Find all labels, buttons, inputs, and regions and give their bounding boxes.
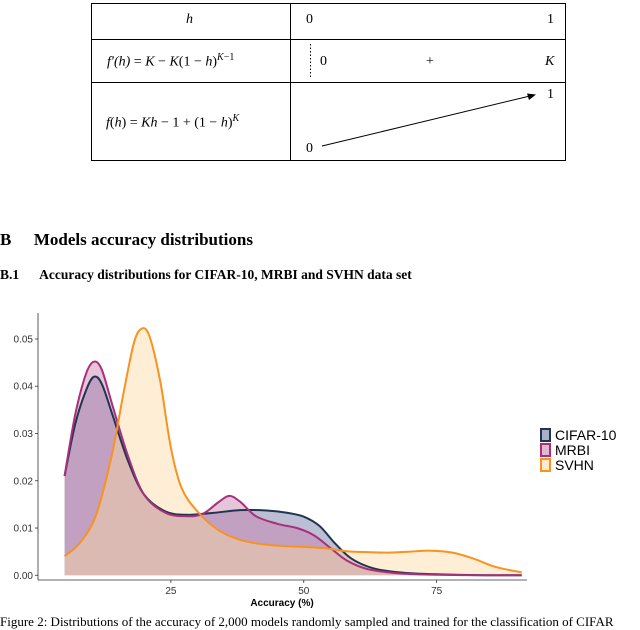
- section-title: Models accuracy distributions: [33, 230, 253, 249]
- table-derivative-value-zero: 0: [320, 54, 327, 69]
- density-line-cifar-10: [63, 375, 522, 577]
- y-tick-label: 0.02: [14, 476, 34, 487]
- x-tick-label: 25: [165, 586, 177, 597]
- table-h-value-0: 0: [306, 12, 313, 27]
- chart-axes: 0.00 0.01 0.02 0.03 0.04 0.05 25 50 75: [14, 313, 527, 597]
- y-tick-label: 0.05: [14, 334, 34, 345]
- subsection-title: Accuracy distributions for CIFAR-10, MRB…: [39, 267, 412, 282]
- y-tick-label: 0.03: [14, 429, 34, 440]
- subsection-heading: B.1 Accuracy distributions for CIFAR-10,…: [0, 267, 412, 283]
- x-axis-label: Accuracy (%): [250, 598, 313, 609]
- y-tick-label: 0.01: [14, 524, 34, 535]
- legend-key-mrbi: [540, 443, 551, 457]
- y-tick-label: 0.00: [14, 571, 34, 582]
- variation-table-grid: [91, 3, 566, 161]
- density-fills: [64, 328, 522, 576]
- x-tick-label: 75: [431, 586, 443, 597]
- density-line-svhn: [63, 327, 522, 574]
- legend-label-mrbi: MRBI: [555, 442, 590, 458]
- table-row-function-label: f(h) = Kh − 1 + (1 − h)K: [106, 113, 240, 131]
- y-tick-label: 0.04: [14, 382, 34, 393]
- table-row-derivative-label: f′(h) = K − K(1 − h)K−1: [107, 52, 235, 70]
- table-derivative-sign: +: [426, 54, 434, 69]
- table-function-value-1: 1: [547, 87, 554, 102]
- table-derivative-value-k: K: [545, 54, 555, 69]
- table-h-value-1: 1: [547, 12, 554, 27]
- table-row-h-label: h: [186, 12, 193, 27]
- section-number: B: [0, 230, 12, 249]
- legend-label-svhn: SVHN: [555, 457, 594, 473]
- increasing-arrow: [321, 93, 536, 147]
- density-line-mrbi: [63, 360, 522, 577]
- accuracy-density-chart: 0.00 0.01 0.02 0.03 0.04 0.05 25 50 75 CIFAR-10M…: [14, 313, 617, 609]
- table-function-value-0: 0: [306, 141, 313, 156]
- section-heading: B Models accuracy distributions: [0, 230, 253, 250]
- figure-caption: Figure 2: Distributions of the accuracy …: [0, 614, 614, 629]
- density-fill-mrbi: [64, 361, 522, 576]
- density-fill-cifar-10: [64, 376, 522, 576]
- x-tick-label: 50: [298, 586, 310, 597]
- subsection-number: B.1: [0, 267, 20, 282]
- legend-key-svhn: [540, 458, 551, 472]
- legend-key-cifar-10: [540, 428, 551, 442]
- density-lines: [63, 327, 522, 577]
- legend-label-cifar-10: CIFAR-10: [555, 427, 617, 443]
